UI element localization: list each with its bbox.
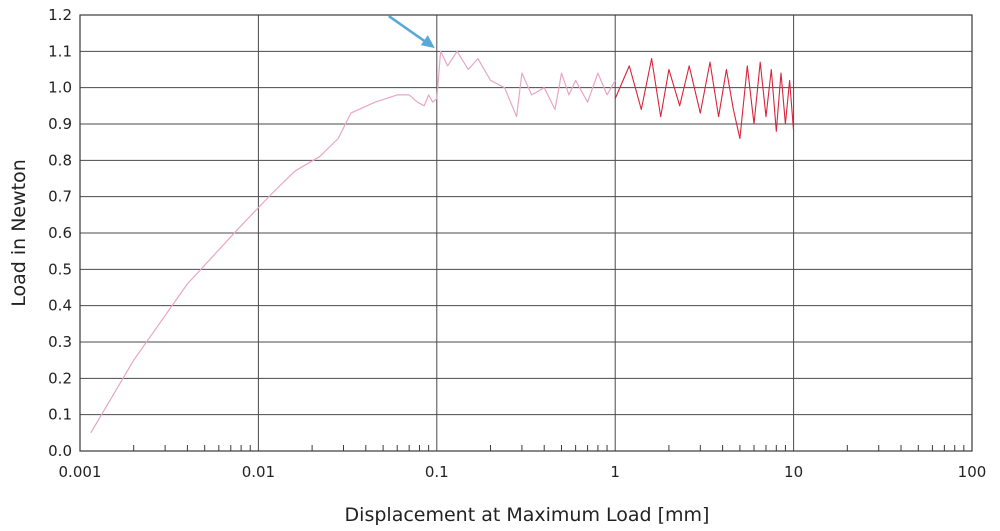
- y-tick-label: 0.8: [48, 151, 72, 169]
- y-tick-label: 0.1: [48, 406, 72, 424]
- y-tick-label: 1.0: [48, 79, 72, 97]
- y-tick-label: 1.2: [48, 6, 72, 24]
- y-axis-title: Load in Newton: [8, 159, 30, 307]
- y-tick-label: 1.1: [48, 42, 72, 60]
- y-tick-label: 0.5: [48, 260, 72, 278]
- y-tick-labels: 0.0 0.1 0.2 0.3 0.4 0.5 0.6 0.7 0.8 0.9 1.0 1.1 1.2: [48, 6, 72, 460]
- y-tick-label: 0.7: [48, 188, 72, 206]
- y-tick-label: 0.4: [48, 297, 72, 315]
- x-tick-label: 0.1: [425, 463, 449, 481]
- annotations: [388, 15, 435, 49]
- x-tick-label: 10: [784, 463, 803, 481]
- x-axis-title: Displacement at Maximum Load [mm]: [345, 504, 710, 526]
- y-tick-label: 0.2: [48, 369, 72, 387]
- x-tick-label: 0.01: [242, 463, 275, 481]
- x-tick-label: 100: [958, 463, 987, 481]
- y-tick-label: 0.6: [48, 224, 72, 242]
- annotation-arrowhead: [420, 35, 435, 49]
- annotation-arrow: [388, 15, 430, 46]
- series-line: [614, 58, 795, 140]
- series-line: [90, 50, 616, 434]
- y-tick-label: 0.0: [48, 442, 72, 460]
- minor-ticks: [133, 445, 965, 451]
- x-tick-label: 1: [610, 463, 620, 481]
- plot-frame: [79, 14, 973, 452]
- series-layer: [90, 50, 795, 434]
- y-tick-label: 0.3: [48, 333, 72, 351]
- x-tick-label: 0.001: [59, 463, 102, 481]
- y-tick-label: 0.9: [48, 115, 72, 133]
- x-tick-labels: 0.001 0.01 0.1 1 10 100: [59, 463, 987, 481]
